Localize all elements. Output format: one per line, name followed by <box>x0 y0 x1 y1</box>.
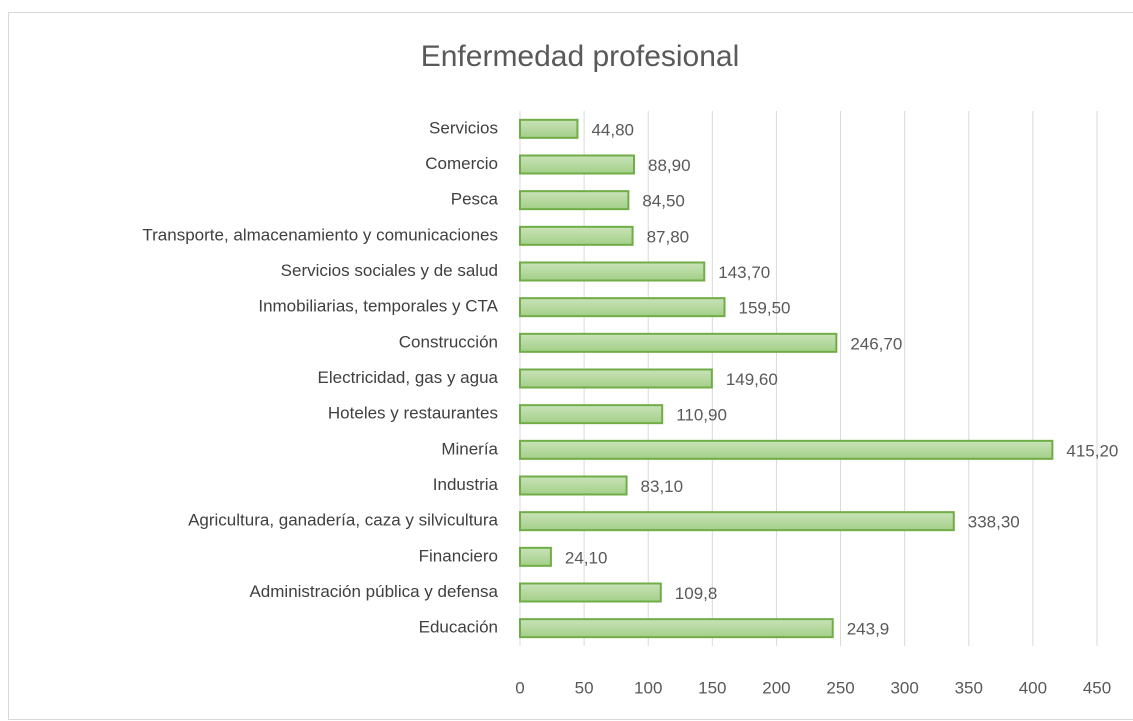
data-label: 338,30 <box>968 513 1020 532</box>
chart-border <box>8 12 1133 720</box>
y-tick-label: Pesca <box>451 190 499 209</box>
y-tick-label: Agricultura, ganadería, caza y silvicult… <box>188 511 498 530</box>
y-tick-label: Inmobiliarias, temporales y CTA <box>258 297 498 316</box>
data-label: 88,90 <box>648 156 691 175</box>
y-tick-label: Hoteles y restaurantes <box>328 404 498 423</box>
bar <box>519 582 662 603</box>
data-label: 243,9 <box>847 620 890 639</box>
y-tick-label: Administración pública y defensa <box>249 582 498 601</box>
x-tick-label: 200 <box>762 678 790 697</box>
x-tick-label: 50 <box>575 678 594 697</box>
data-label: 415,20 <box>1066 441 1118 460</box>
y-tick-label: Comercio <box>425 154 498 173</box>
x-tick-label: 350 <box>955 678 983 697</box>
x-tick-label: 400 <box>1019 678 1047 697</box>
data-label: 84,50 <box>642 192 685 211</box>
y-tick-label: Construcción <box>399 332 498 351</box>
y-tick-label: Minería <box>441 439 498 458</box>
x-tick-label: 450 <box>1083 678 1111 697</box>
y-tick-label: Industria <box>433 475 499 494</box>
data-label: 83,10 <box>641 477 684 496</box>
data-label: 159,50 <box>739 299 791 318</box>
bar <box>519 618 834 639</box>
bar <box>519 439 1054 460</box>
data-label: 110,90 <box>676 406 727 425</box>
data-label: 143,70 <box>718 263 770 282</box>
x-tick-label: 100 <box>634 678 662 697</box>
bar <box>519 368 713 389</box>
bar <box>519 118 579 139</box>
bar <box>519 546 552 567</box>
bar <box>519 154 635 175</box>
x-tick-label: 150 <box>698 678 726 697</box>
data-label: 149,60 <box>726 370 778 389</box>
bar <box>519 190 630 211</box>
y-tick-label: Transporte, almacenamiento y comunicacio… <box>142 225 498 244</box>
x-tick-label: 300 <box>890 678 918 697</box>
data-label: 109,8 <box>675 584 718 603</box>
y-tick-label: Servicios <box>429 118 498 137</box>
y-tick-label: Educación <box>419 618 498 637</box>
bar <box>519 261 706 282</box>
x-tick-label: 250 <box>826 678 854 697</box>
bar <box>519 475 628 496</box>
bar <box>519 225 634 246</box>
y-tick-label: Electricidad, gas y agua <box>318 368 499 387</box>
bar <box>519 511 955 532</box>
bar <box>519 404 664 425</box>
bar <box>519 332 838 353</box>
chart-title: Enfermedad profesional <box>421 40 740 73</box>
bar <box>519 297 726 318</box>
data-label: 246,70 <box>850 334 902 353</box>
data-label: 24,10 <box>565 548 608 567</box>
data-label: 87,80 <box>647 227 690 246</box>
data-label: 44,80 <box>591 120 634 139</box>
y-tick-label: Servicios sociales y de salud <box>281 261 498 280</box>
x-tick-label: 0 <box>515 678 524 697</box>
y-tick-label: Financiero <box>419 546 498 565</box>
